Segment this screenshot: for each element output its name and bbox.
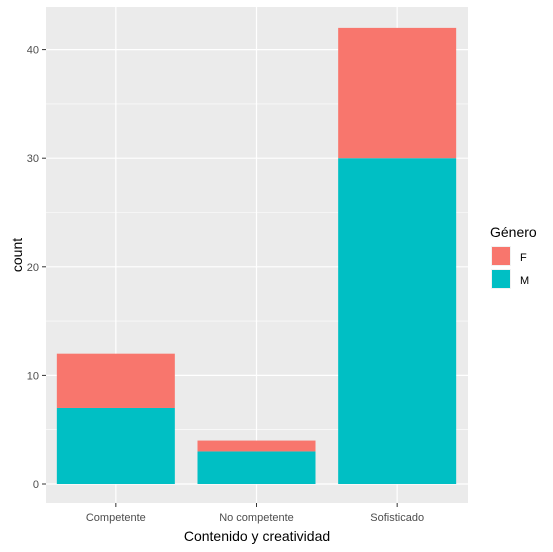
x-axis-title: Contenido y creatividad: [184, 528, 330, 544]
bar-f-segment: [56, 353, 175, 408]
legend-label-f: F: [520, 252, 527, 264]
legend-swatch-m: [492, 270, 510, 288]
bar-m-segment: [56, 407, 175, 484]
bar-f-segment: [197, 440, 316, 452]
y-axis-title: count: [9, 238, 25, 272]
x-tick-label: No competente: [219, 512, 294, 524]
axis-ticks: 0 10 20 30 40 Competente No competente Sofistic…: [27, 45, 424, 524]
bar-f-segment: [338, 27, 457, 159]
legend-title: Género: [490, 224, 537, 240]
x-tick-label: Sofisticado: [370, 512, 424, 524]
x-tick-label: Competente: [86, 512, 146, 524]
y-tick-label: 40: [27, 45, 39, 57]
y-tick-label: 30: [27, 153, 39, 165]
bar-m-segment: [338, 158, 457, 484]
bars: [56, 27, 457, 484]
y-tick-label: 0: [33, 479, 39, 491]
y-tick-label: 10: [27, 370, 39, 382]
bar-m-segment: [197, 451, 316, 484]
legend: Género F M: [490, 224, 537, 289]
y-tick-label: 20: [27, 262, 39, 274]
legend-label-m: M: [520, 275, 529, 287]
legend-swatch-f: [492, 247, 510, 265]
